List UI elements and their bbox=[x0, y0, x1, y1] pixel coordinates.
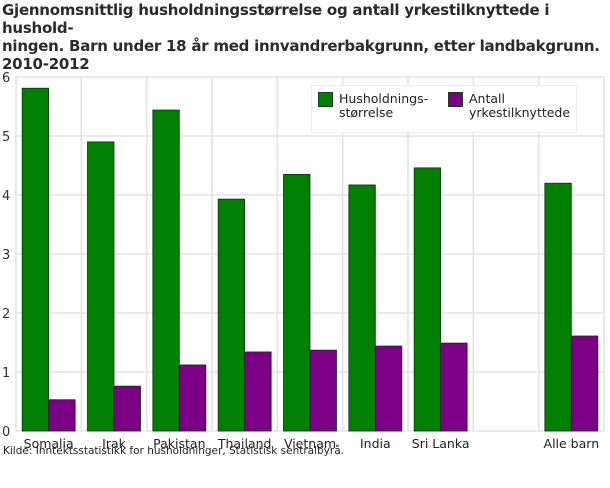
x-tick-label: Thailand bbox=[217, 436, 272, 451]
bar-husholdningsstorrelse bbox=[217, 198, 246, 432]
y-tick-label: 5 bbox=[2, 130, 10, 145]
x-tick-label: Irak bbox=[102, 436, 126, 451]
x-tick-label: Somalia bbox=[24, 436, 74, 451]
y-tick-label: 4 bbox=[2, 189, 10, 204]
x-tick-label: Pakistan bbox=[153, 436, 205, 451]
title-line-3: 2010-2012 bbox=[2, 55, 90, 73]
bar-husholdningsstorrelse bbox=[544, 182, 572, 432]
title-line-1: Gjennomsnittlig husholdningsstørrelse og… bbox=[2, 1, 550, 37]
bar-antall-yrkestilknyttede bbox=[113, 385, 141, 432]
chart-title: Gjennomsnittlig husholdningsstørrelse og… bbox=[2, 1, 606, 73]
title-line-2: ningen. Barn under 18 år med innvandrerb… bbox=[2, 37, 600, 55]
legend-swatch-purple bbox=[448, 92, 463, 107]
legend-label: Husholdnings- størrelse bbox=[339, 91, 429, 120]
bar-husholdningsstorrelse bbox=[413, 167, 442, 432]
legend: Husholdnings- størrelse Antall yrkestilk… bbox=[311, 85, 577, 133]
bar-antall-yrkestilknyttede bbox=[178, 364, 207, 432]
bar-antall-yrkestilknyttede bbox=[440, 342, 468, 432]
y-tick-label: 2 bbox=[2, 307, 10, 322]
source-note: Kilde: Inntektsstatistikk for husholdnin… bbox=[3, 445, 344, 457]
bar-antall-yrkestilknyttede bbox=[309, 349, 337, 432]
x-tick-label: India bbox=[360, 436, 391, 451]
y-tick-label: 6 bbox=[2, 71, 10, 86]
bar-antall-yrkestilknyttede bbox=[570, 335, 599, 432]
bar-husholdningsstorrelse bbox=[152, 109, 180, 432]
legend-swatch-green bbox=[318, 92, 333, 107]
bar-husholdningsstorrelse bbox=[283, 173, 311, 432]
x-tick-label: Vietnam bbox=[284, 436, 336, 451]
legend-label: Antall yrkestilknyttede bbox=[469, 91, 571, 120]
bar-husholdningsstorrelse bbox=[87, 141, 115, 432]
bars bbox=[21, 87, 599, 432]
x-axis-labels: Somalia Irak Pakistan Thailand Vietnam India S… bbox=[24, 436, 599, 451]
x-tick-label: Sri Lanka bbox=[412, 436, 470, 451]
y-tick-label: 1 bbox=[2, 366, 10, 381]
bar-husholdningsstorrelse bbox=[348, 184, 376, 432]
bar-antall-yrkestilknyttede bbox=[48, 399, 76, 432]
bar-antall-yrkestilknyttede bbox=[374, 345, 403, 432]
y-tick-label: 3 bbox=[2, 248, 10, 263]
x-tick-label: Alle barn bbox=[544, 436, 600, 451]
y-tick-label: 0 bbox=[2, 425, 10, 440]
bar-antall-yrkestilknyttede bbox=[244, 351, 272, 432]
bar-husholdningsstorrelse bbox=[21, 87, 50, 432]
y-axis-ticks: 0 1 2 3 4 5 6 bbox=[2, 71, 10, 440]
